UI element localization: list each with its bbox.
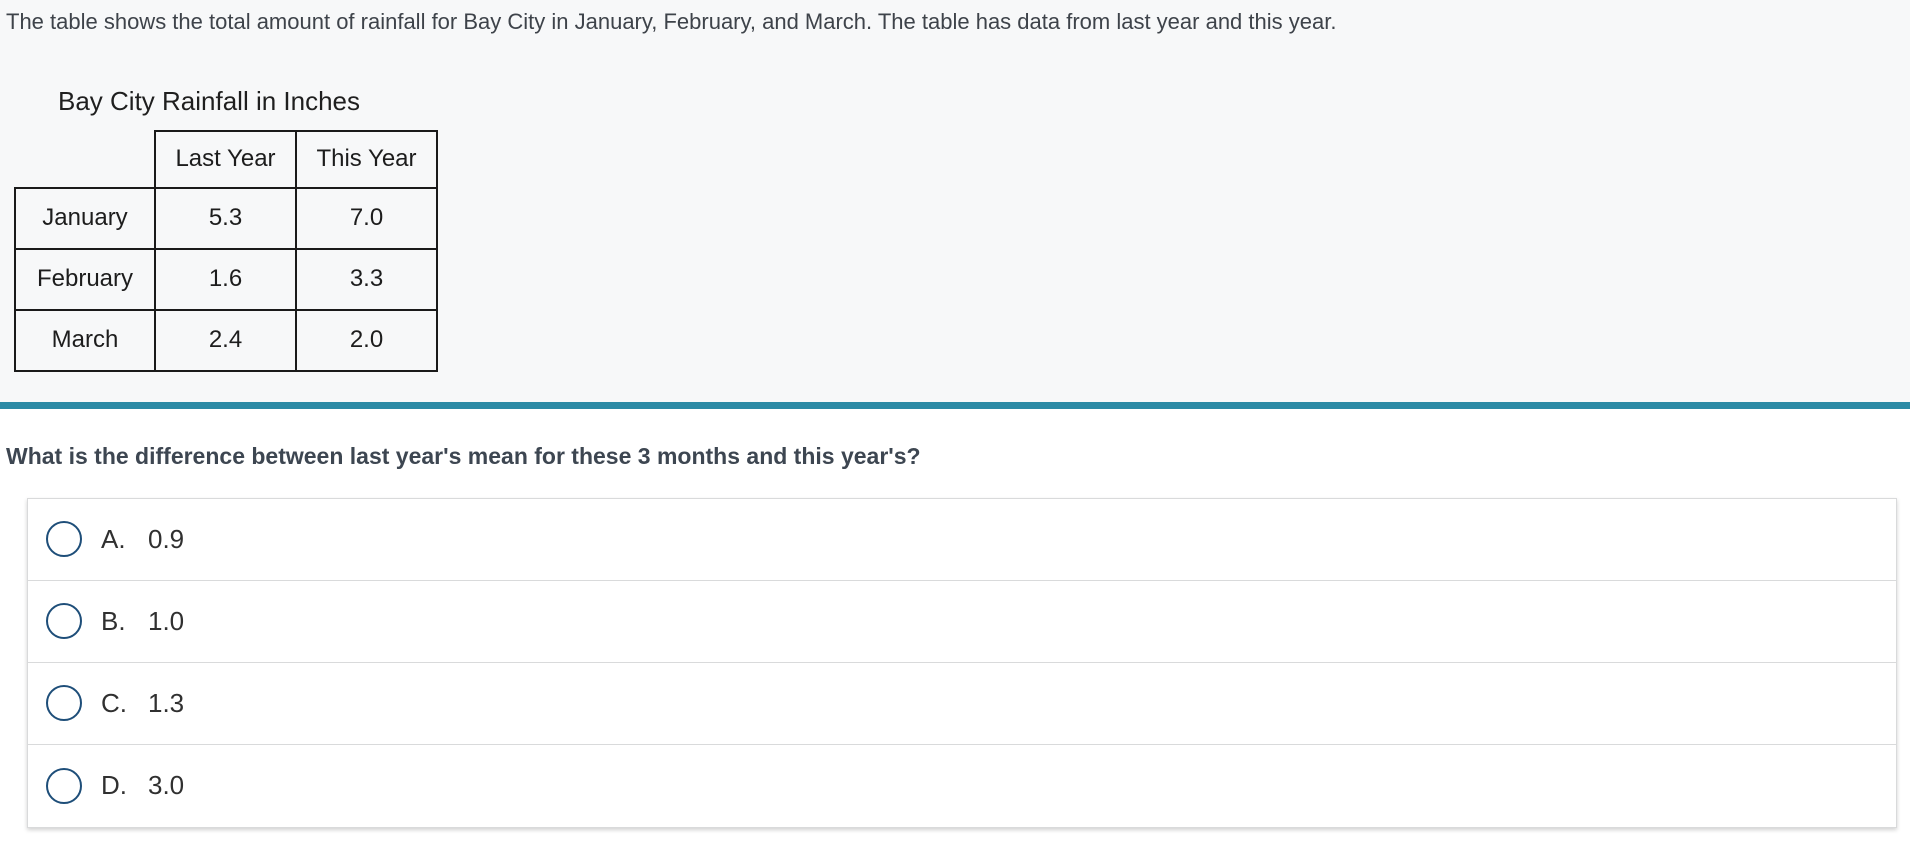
table-row: January 5.3 7.0 bbox=[14, 186, 438, 250]
question-section: What is the difference between last year… bbox=[0, 409, 1910, 828]
table-header-row: Last Year This Year bbox=[15, 129, 438, 189]
row-label-january: January bbox=[14, 186, 156, 250]
col-header-last-year: Last Year bbox=[154, 129, 297, 189]
answer-option-c[interactable]: C. 1.3 bbox=[28, 662, 1896, 745]
row-label-february: February bbox=[14, 247, 156, 311]
answer-option-d[interactable]: D. 3.0 bbox=[28, 744, 1896, 827]
radio-button-icon[interactable] bbox=[46, 767, 82, 804]
option-value: 0.9 bbox=[148, 523, 185, 554]
question-text: What is the difference between last year… bbox=[6, 443, 921, 469]
radio-button-icon[interactable] bbox=[46, 521, 82, 558]
option-value: 1.3 bbox=[148, 687, 185, 718]
table-corner-cell bbox=[15, 130, 155, 188]
option-letter: D. bbox=[101, 770, 127, 801]
col-header-this-year: This Year bbox=[295, 129, 438, 189]
teal-section-divider bbox=[0, 402, 1910, 409]
answer-options-list: A. 0.9 B. 1.0 C. 1.3 D. 3.0 bbox=[27, 497, 1897, 828]
cell-january-this-year: 7.0 bbox=[295, 186, 438, 250]
cell-march-this-year: 2.0 bbox=[295, 308, 438, 372]
row-label-march: March bbox=[14, 308, 156, 372]
option-letter: B. bbox=[101, 605, 126, 636]
table-title: Bay City Rainfall in Inches bbox=[58, 85, 361, 116]
cell-march-last-year: 2.4 bbox=[154, 308, 297, 372]
rainfall-table: Last Year This Year January 5.3 7.0 Febr… bbox=[14, 129, 438, 372]
cell-january-last-year: 5.3 bbox=[154, 186, 297, 250]
option-letter: A. bbox=[101, 523, 126, 554]
cell-february-this-year: 3.3 bbox=[295, 247, 438, 311]
radio-button-icon[interactable] bbox=[46, 603, 82, 640]
option-value: 3.0 bbox=[148, 770, 185, 801]
table-row: February 1.6 3.3 bbox=[14, 247, 438, 311]
question-stem-section: The table shows the total amount of rain… bbox=[0, 0, 1910, 402]
cell-february-last-year: 1.6 bbox=[154, 247, 297, 311]
answer-option-b[interactable]: B. 1.0 bbox=[28, 580, 1896, 663]
answer-option-a[interactable]: A. 0.9 bbox=[28, 498, 1896, 581]
instruction-text: The table shows the total amount of rain… bbox=[6, 9, 1337, 34]
table-row: March 2.4 2.0 bbox=[14, 308, 438, 372]
option-value: 1.0 bbox=[148, 605, 185, 636]
option-letter: C. bbox=[101, 687, 127, 718]
radio-button-icon[interactable] bbox=[46, 685, 82, 722]
